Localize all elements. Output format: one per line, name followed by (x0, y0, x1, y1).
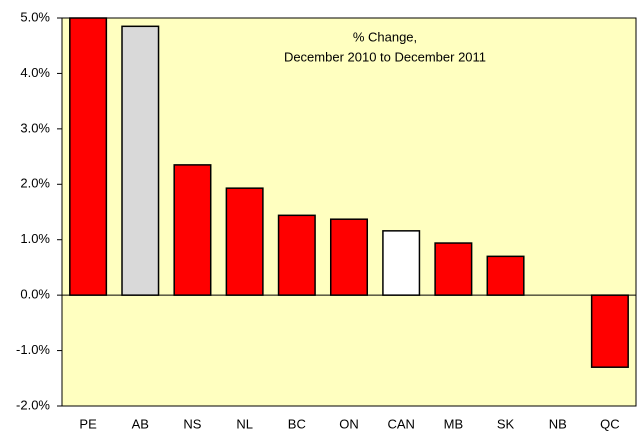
x-tick-label: AB (132, 416, 149, 431)
x-tick-label: SK (497, 416, 515, 431)
y-tick-label: 0.0% (20, 287, 50, 302)
bar (69, 17, 108, 296)
bar (225, 187, 264, 296)
bar (590, 294, 629, 368)
x-tick-label: QC (600, 416, 620, 431)
chart-title: % Change, (353, 29, 417, 44)
bar (434, 242, 473, 296)
bar (121, 25, 160, 296)
y-tick-label: -2.0% (16, 397, 50, 412)
bar (329, 218, 369, 296)
x-tick-label: NS (183, 416, 201, 431)
bar (277, 214, 316, 296)
x-tick-label: NB (549, 416, 567, 431)
y-tick-label: 4.0% (20, 65, 50, 80)
chart-subtitle: December 2010 to December 2011 (284, 49, 486, 64)
y-tick-label: 5.0% (20, 9, 50, 24)
bar (486, 255, 525, 296)
bar (382, 230, 421, 296)
x-tick-label: ON (339, 416, 359, 431)
x-tick-label: NL (236, 416, 253, 431)
x-tick-label: PE (79, 416, 97, 431)
x-tick-label: BC (288, 416, 306, 431)
y-tick-label: -1.0% (16, 342, 50, 357)
y-tick-label: 2.0% (20, 176, 50, 191)
y-tick-label: 3.0% (20, 120, 50, 135)
bar (173, 164, 212, 296)
x-tick-label: MB (444, 416, 464, 431)
x-tick-label: CAN (387, 416, 414, 431)
y-tick-label: 1.0% (20, 231, 50, 246)
